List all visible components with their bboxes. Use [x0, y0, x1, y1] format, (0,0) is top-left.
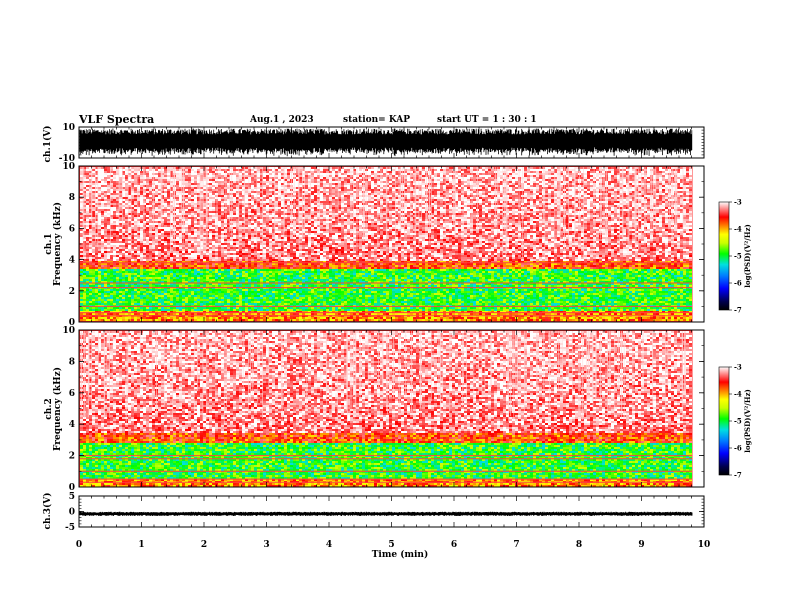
ytick-label: -5 — [65, 523, 75, 533]
colorbar-tick-label: -3 — [734, 363, 742, 372]
xtick-label: 7 — [513, 540, 519, 550]
xtick-label: 2 — [201, 540, 207, 550]
ytick-label: 8 — [69, 357, 75, 367]
ch3-waveform-panel: 5 0 -5 — [65, 492, 704, 533]
vlf-figure: VLF Spectra Aug.1 , 2023 station= KAP st… — [0, 0, 792, 612]
colorbar-tick-label: -6 — [734, 279, 742, 288]
xtick-label: 0 — [76, 540, 82, 550]
ch1-spectrogram-heatmap — [80, 167, 693, 322]
colorbar-tick-label: -4 — [734, 390, 742, 399]
xtick-label: 8 — [576, 540, 582, 550]
xtick-label: 6 — [451, 540, 457, 550]
colorbar-tick-label: -5 — [734, 252, 742, 261]
station-label: station= KAP — [343, 115, 410, 125]
colorbar-tick-label: -7 — [734, 306, 742, 315]
ch2-colorbar-ticks: -3 -4 -5 -6 -7 — [729, 363, 742, 480]
ytick-label: 5 — [69, 492, 75, 502]
colorbar-tick-label: -6 — [734, 444, 742, 453]
ytick-label: 4 — [69, 256, 75, 266]
date-label: Aug.1 , 2023 — [249, 115, 314, 125]
start-time-label: start UT = 1 : 30 : 1 — [437, 115, 537, 125]
ytick-label: 10 — [62, 123, 75, 133]
colorbar-tick-label: -4 — [734, 225, 742, 234]
ch2-colorbar-gradient — [719, 367, 729, 475]
time-axis-label: Time (min) — [372, 549, 429, 560]
ch3-waveform-trace — [80, 512, 692, 516]
ch3-ylabel: ch.3(V) — [42, 493, 53, 530]
ytick-label: 2 — [69, 287, 75, 297]
xtick-label: 9 — [638, 540, 644, 550]
ch1-waveform-panel: 10-10 — [59, 123, 704, 164]
ytick-label: 10 — [62, 326, 75, 336]
xtick-label: 5 — [388, 540, 394, 550]
xtick-label: 1 — [138, 540, 144, 550]
ytick-label: 6 — [69, 224, 75, 234]
xtick-label: 3 — [263, 540, 269, 550]
ch2-spectrogram-heatmap — [80, 331, 693, 488]
colorbar-tick-label: -5 — [734, 417, 742, 426]
colorbar-tick-label: -3 — [734, 198, 742, 207]
colorbar-tick-label: -7 — [734, 471, 742, 480]
ch1-waveform-trace — [80, 129, 692, 157]
ytick-label: 8 — [69, 193, 75, 203]
ch1-colorbar-ticks: -3 -4 -5 -6 -7 — [729, 198, 742, 315]
ytick-label: 4 — [69, 420, 75, 430]
ch2-spec-ylabel-freq: Frequency (kHz) — [52, 367, 63, 451]
ch2-colorbar: -3 -4 -5 -6 -7 log(PSD)(V²/Hz) — [719, 363, 752, 480]
xtick-label: 4 — [326, 540, 332, 550]
ch1-colorbar-label: log(PSD)(V²/Hz) — [743, 224, 752, 288]
ytick-label: 6 — [69, 389, 75, 399]
ch3-trace-path — [80, 512, 692, 516]
ch3-x-ticks — [79, 496, 704, 527]
chart-title: VLF Spectra — [78, 113, 154, 126]
ch1-spec-ylabel-freq: Frequency (kHz) — [52, 202, 63, 286]
ch2-colorbar-label: log(PSD)(V²/Hz) — [743, 389, 752, 453]
ch1-colorbar: -3 -4 -5 -6 -7 log(PSD)(V²/Hz) — [719, 198, 752, 315]
ch1-ylabel: ch.1(V) — [42, 126, 53, 163]
time-axis: 0 1 2 3 4 5 6 7 8 9 10 — [76, 540, 710, 550]
ch1-trace-path — [80, 129, 692, 157]
ytick-label: 2 — [69, 452, 75, 462]
ytick-label: 0 — [69, 508, 75, 518]
ytick-label: 10 — [62, 162, 75, 172]
xtick-label: 10 — [698, 540, 711, 550]
ch1-colorbar-gradient — [719, 202, 729, 310]
